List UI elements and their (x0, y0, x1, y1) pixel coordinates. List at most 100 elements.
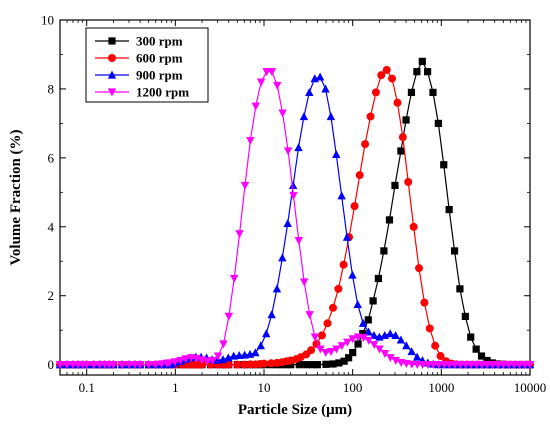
data-point (316, 345, 325, 354)
data-point (488, 361, 497, 370)
data-point (413, 361, 422, 370)
y-tick-label: 4 (48, 219, 55, 234)
legend-label: 300 rpm (136, 34, 183, 49)
axis-ticks: 0.1 1 10 100 1000 10000 0 2 4 6 8 10 (41, 13, 546, 396)
data-point (235, 350, 244, 359)
data-point (310, 333, 320, 342)
data-point (322, 360, 330, 368)
data-point (305, 311, 314, 320)
data-point (213, 352, 223, 361)
data-point (345, 354, 353, 362)
data-point (343, 338, 352, 347)
data-point (233, 360, 242, 369)
data-point (349, 348, 357, 357)
data-point (117, 361, 127, 370)
data-point (402, 116, 410, 124)
data-point (461, 361, 470, 370)
data-point (307, 346, 316, 355)
y-tick-label: 0 (48, 357, 55, 372)
data-point (240, 181, 250, 190)
data-point (251, 102, 260, 111)
data-point (321, 348, 330, 357)
data-series (55, 57, 535, 370)
data-point (272, 284, 282, 293)
data-point (466, 361, 476, 370)
y-tick-label: 2 (48, 288, 55, 303)
data-point (415, 264, 424, 273)
data-point (313, 361, 321, 369)
data-point (412, 352, 422, 361)
data-point (483, 356, 491, 365)
data-point (317, 331, 326, 340)
data-point (287, 361, 295, 369)
data-point (477, 352, 486, 360)
data-point (429, 361, 438, 370)
data-point (418, 361, 427, 370)
data-point (348, 270, 357, 279)
data-point (440, 161, 448, 169)
data-point (109, 361, 118, 370)
data-point (151, 361, 160, 370)
data-point (135, 361, 145, 370)
data-point (82, 361, 91, 370)
data-point (55, 361, 65, 370)
data-point (219, 340, 228, 349)
data-point (391, 181, 399, 190)
data-point (429, 88, 437, 96)
data-point (337, 191, 346, 200)
data-point (124, 361, 134, 370)
x-tick-label: 100 (343, 380, 363, 395)
data-point (262, 68, 271, 77)
data-point (374, 274, 382, 283)
data-point (434, 361, 443, 370)
data-point (329, 303, 338, 312)
data-point (251, 348, 260, 357)
data-point (332, 345, 341, 354)
data-point (283, 147, 293, 156)
data-point (402, 341, 411, 350)
data-point (323, 319, 332, 328)
data-point (283, 218, 292, 227)
plot-frame (59, 19, 531, 376)
data-point (456, 361, 465, 370)
data-point (472, 361, 481, 370)
x-axis-title: Particle Size (μm) (238, 402, 352, 418)
data-point (289, 192, 298, 201)
data-point (456, 285, 464, 293)
data-point (398, 133, 407, 142)
data-point (329, 360, 337, 368)
data-point (315, 72, 325, 81)
legend-item: 1200 rpm (95, 85, 189, 100)
data-point (176, 356, 185, 365)
series-line (60, 76, 530, 366)
data-point (477, 361, 487, 370)
data-point (246, 137, 255, 146)
data-point (157, 360, 166, 369)
data-point (165, 359, 174, 368)
data-point (425, 324, 434, 333)
data-point (295, 361, 303, 369)
data-point (380, 350, 390, 359)
data-point (294, 236, 304, 245)
data-point (396, 335, 406, 344)
x-tick-label: 10 (258, 380, 271, 395)
data-point (467, 333, 475, 341)
data-point (353, 299, 362, 308)
data-point (439, 361, 449, 370)
legend-item: 900 rpm (95, 68, 183, 83)
data-point (445, 205, 453, 214)
data-point (413, 68, 421, 76)
data-point (504, 361, 513, 370)
data-point (423, 361, 433, 370)
data-point (450, 361, 460, 370)
data-point (493, 361, 503, 370)
data-point (181, 355, 190, 364)
data-point (342, 232, 352, 241)
legend: 300 rpm 600 rpm 900 rpm 1200 rpm (85, 27, 209, 103)
data-point (170, 358, 180, 367)
data-point (235, 230, 244, 239)
data-point (431, 341, 440, 350)
data-point (450, 247, 459, 255)
data-point (393, 98, 402, 107)
legend-marker (108, 54, 116, 62)
